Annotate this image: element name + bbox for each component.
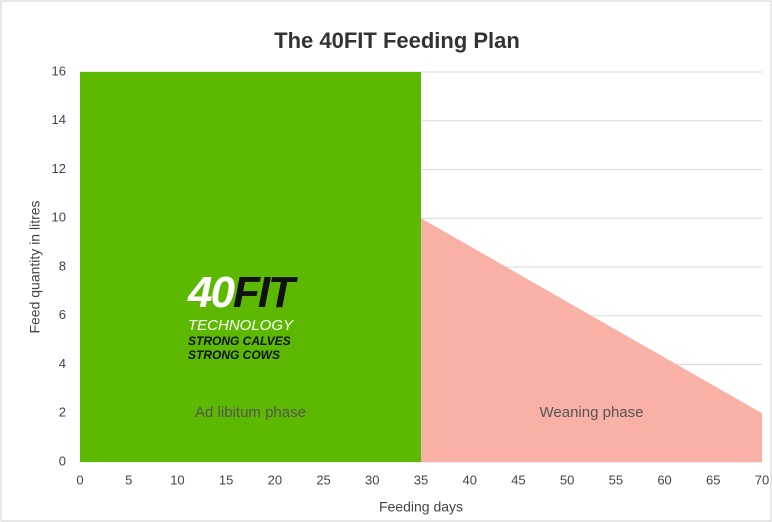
logo-brand: 40FIT: [187, 268, 298, 317]
x-tick-label: 15: [219, 472, 233, 487]
logo-line: STRONG COWS: [188, 348, 280, 362]
y-tick-label: 0: [59, 453, 66, 468]
y-tick-label: 12: [52, 161, 66, 176]
x-tick-label: 0: [76, 472, 83, 487]
y-tick-label: 8: [59, 258, 66, 273]
x-tick-label: 45: [511, 472, 525, 487]
y-tick-label: 6: [59, 307, 66, 322]
x-tick-label: 40: [462, 472, 476, 487]
x-tick-label: 5: [125, 472, 132, 487]
x-tick-label: 70: [755, 472, 769, 487]
logo-line: STRONG CALVES: [188, 334, 291, 348]
y-tick-label: 16: [52, 63, 66, 78]
logo-number: 40: [187, 268, 235, 317]
x-tick-label: 25: [316, 472, 330, 487]
x-tick-label: 30: [365, 472, 379, 487]
y-tick-label: 4: [59, 356, 66, 371]
x-tick-label: 65: [706, 472, 720, 487]
annotation: Weaning phase: [540, 404, 644, 421]
logo-word: FIT: [233, 268, 298, 317]
x-tick-label: 20: [268, 472, 282, 487]
x-tick-label: 10: [170, 472, 184, 487]
x-tick-label: 60: [657, 472, 671, 487]
logo-line: TECHNOLOGY: [188, 317, 294, 334]
y-tick-label: 2: [59, 405, 66, 420]
area: [80, 72, 421, 462]
chart-title: The 40FIT Feeding Plan: [274, 28, 520, 53]
y-tick-label: 10: [52, 210, 66, 225]
area: [421, 218, 762, 462]
x-tick-label: 55: [609, 472, 623, 487]
annotation: Ad libitum phase: [195, 404, 306, 421]
x-tick-label: 35: [414, 472, 428, 487]
x-tick-label: 50: [560, 472, 574, 487]
y-axis-label: Feed quantity in litres: [27, 200, 43, 333]
y-tick-label: 14: [52, 112, 66, 127]
x-axis-label: Feeding days: [379, 499, 463, 515]
